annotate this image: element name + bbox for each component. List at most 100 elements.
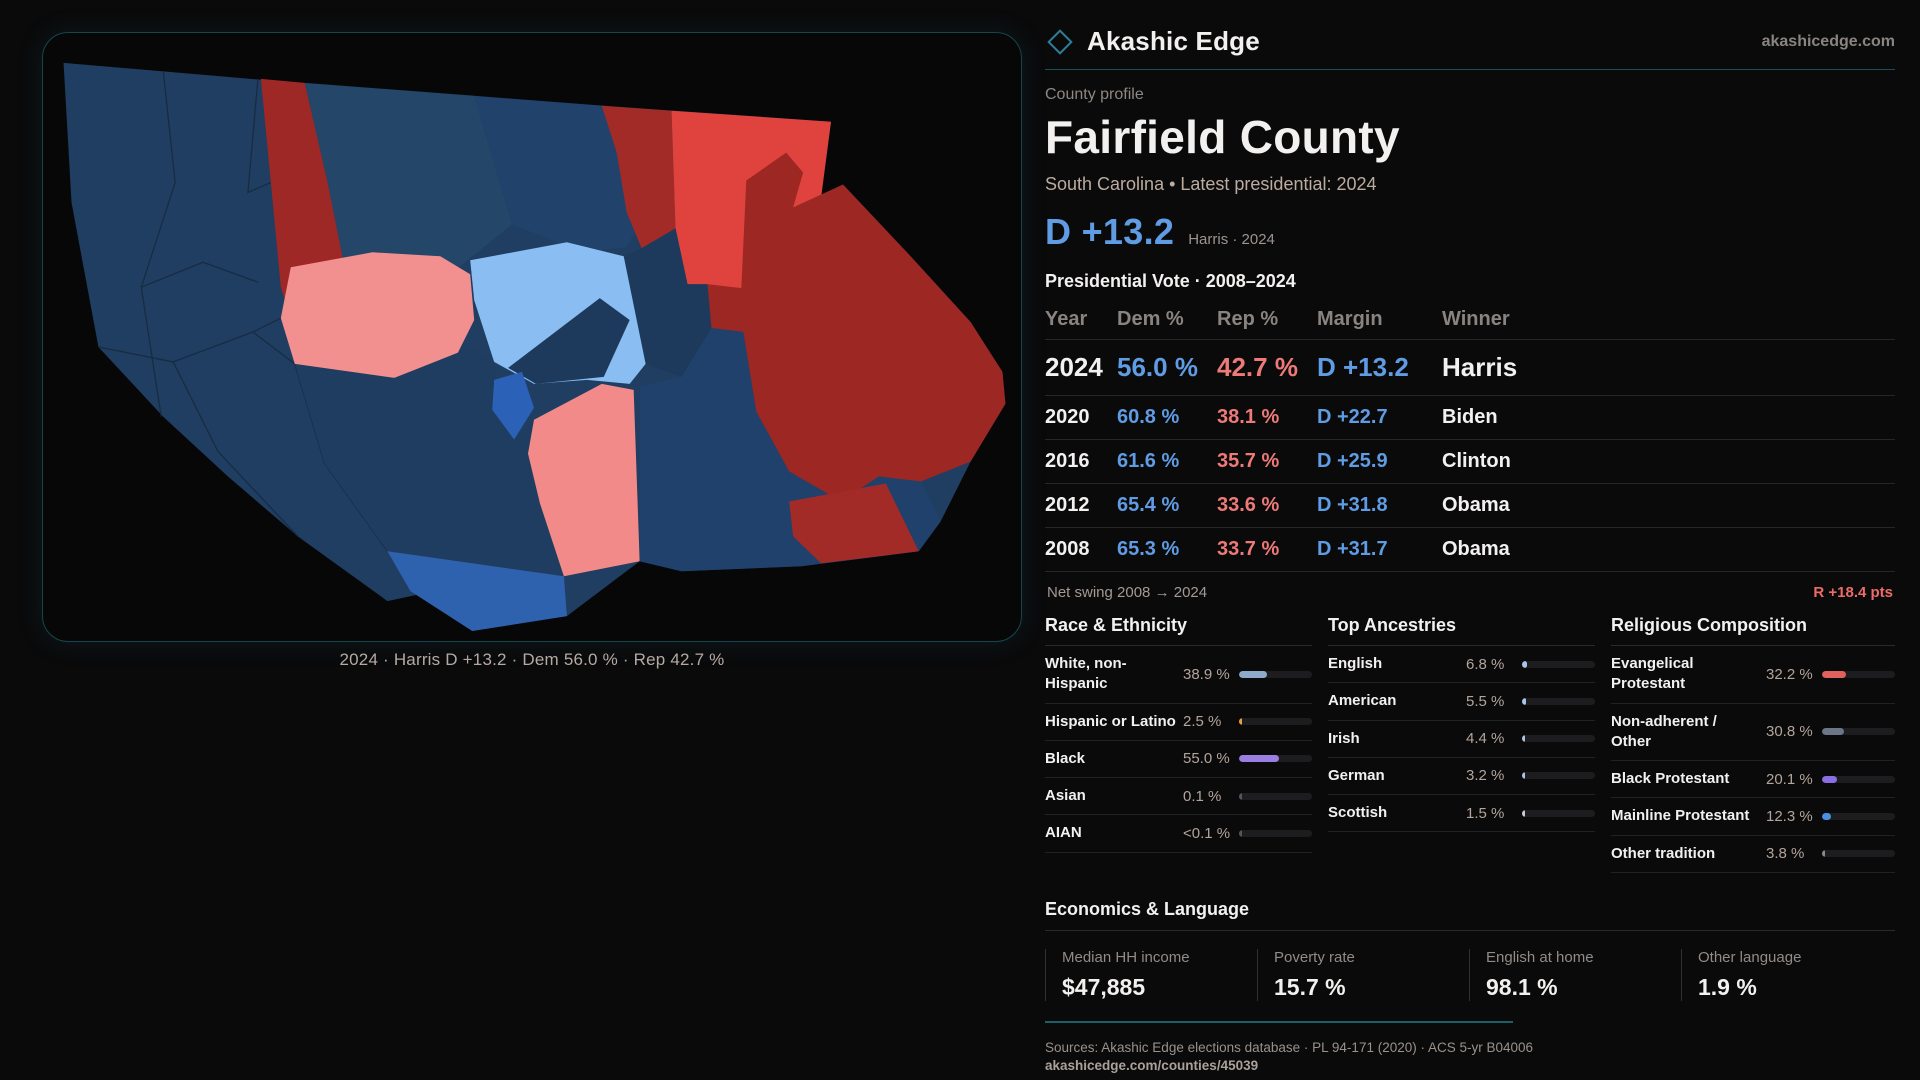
demographics-grid: Race & Ethnicity White, non-Hispanic 38.9…	[1045, 615, 1895, 873]
diamond-logo-icon	[1047, 28, 1073, 55]
section-economics-title: Economics & Language	[1045, 899, 1895, 931]
table-cell: 2012	[1045, 494, 1090, 516]
headline-margin-row: D +13.2 Harris · 2024	[1045, 211, 1895, 253]
col-year: Year	[1045, 308, 1088, 330]
list-item: German 3.2 %	[1328, 758, 1595, 795]
section-race-title: Race & Ethnicity	[1045, 615, 1312, 646]
demo-label: Black Protestant	[1611, 770, 1730, 787]
demo-bar-track	[1522, 660, 1595, 668]
demo-value: 4.4 %	[1466, 730, 1505, 748]
section-race: Race & Ethnicity White, non-Hispanic 38.9…	[1045, 615, 1312, 873]
demo-label: Evangelical Protestant	[1611, 655, 1694, 693]
list-item: Hispanic or Latino 2.5 %	[1045, 704, 1312, 741]
demo-value: 55.0 %	[1183, 750, 1230, 768]
headline-margin-value: D +13.2	[1045, 211, 1175, 252]
list-item: Mainline Protestant 12.3 %	[1611, 798, 1895, 836]
list-item: Evangelical Protestant 32.2 %	[1611, 646, 1895, 704]
econ-stat-value: 1.9 %	[1698, 973, 1757, 1000]
table-cell: 56.0 %	[1117, 352, 1198, 382]
county-navy-bottomcenter	[294, 346, 564, 592]
demo-bar-fill	[1239, 792, 1242, 800]
permalink[interactable]: akashicedge.com/counties/45039	[1045, 1058, 1259, 1074]
demo-label: AIAN	[1045, 824, 1082, 842]
brand-row: Akashic Edge akashicedge.com	[1045, 26, 1895, 57]
brand-divider	[1045, 69, 1895, 70]
list-item: Irish 4.4 %	[1328, 721, 1595, 758]
demo-bar-track	[1239, 755, 1312, 763]
demo-bar-fill	[1822, 670, 1846, 678]
demo-bar-fill	[1239, 718, 1242, 726]
table-row: 2020 60.8 % 38.1 % D +22.7 Biden	[1045, 396, 1895, 440]
econ-stat-value: 15.7 %	[1274, 973, 1346, 1000]
demo-value: 3.8 %	[1766, 845, 1805, 863]
demo-value: 0.1 %	[1183, 787, 1222, 805]
econ-stat-label: Median HH income	[1062, 948, 1190, 966]
county-medium-blue	[387, 551, 567, 632]
col-margin: Margin	[1317, 308, 1383, 330]
table-cell: 33.6 %	[1217, 494, 1280, 516]
table-cell: Clinton	[1442, 450, 1511, 472]
econ-stat: Median HH income $47,885	[1045, 948, 1257, 1001]
table-cell: Biden	[1442, 406, 1498, 428]
table-cell: Harris	[1442, 352, 1518, 382]
county-navy-midright	[623, 228, 712, 377]
county-pink	[280, 252, 475, 388]
demo-bar-fill	[1822, 775, 1837, 783]
demo-bar-track	[1822, 775, 1895, 783]
col-winner: Winner	[1442, 308, 1510, 330]
section-ancestries-title: Top Ancestries	[1328, 615, 1595, 646]
net-swing-value: R +18.4 pts	[1813, 584, 1893, 601]
demo-label: American	[1328, 692, 1397, 710]
economics-stats: Median HH income $47,885 Poverty rate 15.7 …	[1045, 948, 1895, 1001]
section-economics: Economics & Language Median HH income $47…	[1045, 899, 1895, 1023]
demo-value: 1.5 %	[1466, 804, 1505, 822]
demo-bar-fill	[1239, 670, 1268, 678]
list-item: Black 55.0 %	[1045, 741, 1312, 778]
county-navy-topcenter	[304, 82, 513, 275]
section-religion: Religious Composition Evangelical Protes…	[1611, 615, 1895, 873]
demo-bar-fill	[1522, 735, 1526, 743]
demo-bar-fill	[1522, 772, 1525, 780]
demo-label: Other tradition	[1611, 844, 1716, 862]
county-choropleth-map[interactable]	[43, 33, 1021, 641]
demo-label: Asian	[1045, 787, 1086, 804]
table-cell: D +31.8	[1317, 494, 1388, 516]
section-ancestries: Top Ancestries English 6.8 % American 5.5 %…	[1328, 615, 1595, 873]
table-cell: 35.7 %	[1217, 450, 1280, 472]
demo-value: 38.9 %	[1183, 665, 1230, 683]
county-navy-topcenter2	[474, 95, 644, 253]
brand-name: Akashic Edge	[1087, 26, 1260, 56]
demo-label: Mainline Protestant	[1611, 807, 1750, 825]
demo-label: White, non-Hispanic	[1045, 655, 1127, 693]
econ-stat-label: Poverty rate	[1274, 948, 1355, 966]
demo-value: 20.1 %	[1766, 770, 1813, 788]
demo-bar-fill	[1239, 755, 1280, 763]
demo-label: Non-adherent / Other	[1611, 712, 1717, 750]
econ-stat-value: $47,885	[1062, 973, 1146, 1000]
list-item: English 6.8 %	[1328, 646, 1595, 684]
demo-bar-track	[1822, 728, 1895, 736]
page-title: Fairfield County	[1045, 111, 1400, 163]
net-swing-label: Net swing 2008 → 2024	[1047, 584, 1208, 601]
demo-label: Black	[1045, 749, 1086, 767]
demo-bar-track	[1822, 812, 1895, 820]
headline-margin-note: Harris · 2024	[1188, 231, 1275, 248]
brand-domain-link[interactable]: akashicedge.com	[1761, 32, 1895, 50]
county-navy-wedge	[508, 298, 630, 384]
demo-bar-fill	[1822, 812, 1831, 820]
demo-bar-fill	[1522, 660, 1527, 668]
demo-bar-fill	[1522, 697, 1526, 705]
demo-bar-fill	[1522, 809, 1525, 817]
demo-label: German	[1328, 766, 1385, 784]
demo-value: 32.2 %	[1766, 665, 1813, 683]
table-row: 2008 65.3 % 33.7 % D +31.7 Obama	[1045, 528, 1895, 572]
list-item: Non-adherent / Other 30.8 %	[1611, 704, 1895, 761]
demo-label: Irish	[1328, 729, 1360, 747]
demo-label: Scottish	[1328, 804, 1388, 821]
demo-bar-track	[1822, 670, 1895, 678]
sources-line: Sources: Akashic Edge elections database…	[1045, 1039, 1534, 1055]
table-row: 2012 65.4 % 33.6 % D +31.8 Obama	[1045, 484, 1895, 528]
county-bright-blue	[492, 371, 534, 440]
vote-table-title: Presidential Vote · 2008–2024	[1045, 271, 1296, 291]
demo-value: <0.1 %	[1183, 824, 1231, 842]
